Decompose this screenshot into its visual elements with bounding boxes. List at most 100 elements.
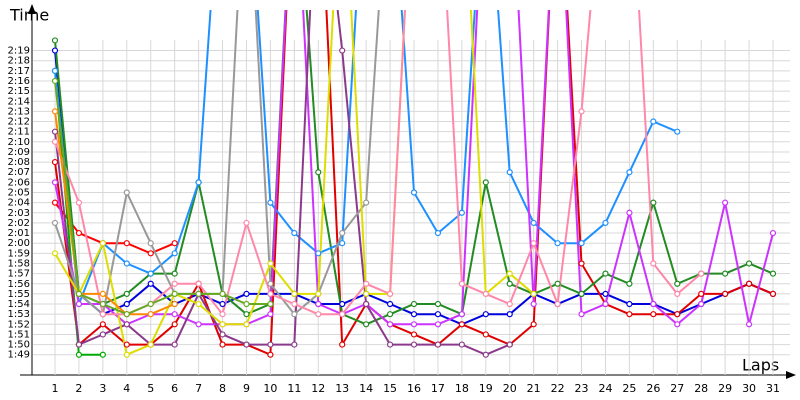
series-line [54,10,678,305]
y-tick-label: 1:57 [8,269,30,280]
x-axis-arrow [786,371,796,379]
y-tick-label: 1:55 [8,289,30,300]
lap-point [410,321,418,328]
y-tick-label: 2:07 [8,167,30,178]
lap-point [769,290,777,297]
lap-point [650,199,657,206]
lap-point [123,311,130,318]
lap-point [386,290,394,297]
lap-point [578,290,585,297]
lap-point [554,300,561,308]
lap-point [147,300,154,308]
lap-point [123,189,130,196]
series-line [54,80,271,316]
lap-point [530,290,537,297]
x-tick-label: 27 [670,382,684,395]
lap-point [99,311,106,318]
lap-point [363,290,370,297]
lap-point [458,341,465,348]
lap-point [410,189,418,196]
lap-point [363,321,370,328]
lap-point [51,77,59,85]
lap-point [386,311,394,318]
lap-point [147,341,154,348]
lap-point [51,128,59,135]
lap-point [51,219,59,227]
lap-point [339,311,346,318]
lap-point [267,260,274,267]
lap-point [123,300,130,308]
x-tick-label: 4 [123,382,130,395]
lap-point [722,290,729,297]
y-tick-label: 2:17 [8,66,30,77]
y-tick-label: 2:06 [8,177,30,188]
lap-point [147,240,154,247]
lap-point [315,250,322,257]
lap-point [482,311,489,318]
y-tick-label: 1:51 [8,329,30,340]
lap-point [458,280,465,287]
lap-point [626,300,633,308]
lap-point [339,300,346,308]
lap-point [291,300,298,308]
x-tick-label: 30 [742,382,756,395]
y-tick-label: 2:12 [8,117,30,128]
lap-point [171,311,178,318]
lap-point [195,280,202,287]
lap-point [530,300,537,308]
x-tick-label: 10 [263,382,277,395]
x-tick-label: 29 [718,382,732,395]
y-tick-label: 2:09 [8,147,30,158]
lap-point [626,280,633,287]
lap-point [434,300,442,308]
lap-point [171,290,178,297]
y-axis-arrow [28,4,36,14]
lap-point [147,250,154,257]
lap-point [99,351,106,358]
lap-point [315,169,322,176]
lap-point [674,311,681,318]
x-tick-label: 17 [431,382,445,395]
lap-point [75,229,83,237]
lap-point [267,351,274,358]
lap-point [339,341,346,348]
y-tick-label: 2:01 [8,228,30,239]
lap-point [386,300,394,308]
lap-point [267,280,274,287]
x-tick-label: 11 [287,382,301,395]
lap-point [171,240,178,247]
lap-point [745,260,753,267]
lap-point [75,300,83,308]
y-tick-label: 1:49 [8,350,30,361]
lap-point [650,311,657,318]
lap-point [123,290,130,297]
lap-point [171,270,178,277]
x-tick-label: 1 [52,382,59,395]
lap-point [506,300,513,308]
lap-point [626,311,633,318]
x-axis-label: Laps [742,356,779,375]
lap-point [243,290,250,297]
x-tick-label: 9 [243,382,250,395]
lap-point [363,199,370,206]
lap-point [51,199,59,206]
lap-point [51,47,59,54]
x-tick-label: 19 [479,382,493,395]
x-tick-label: 13 [335,382,349,395]
x-tick-label: 12 [311,382,325,395]
y-tick-label: 1:58 [8,258,30,269]
lap-point [339,229,346,237]
y-tick-label: 2:13 [8,106,30,117]
lap-point [745,280,753,287]
series-line [54,10,380,317]
lap-point [219,311,226,318]
y-tick-label: 1:53 [8,309,30,320]
lap-point [602,270,609,277]
x-tick-label: 18 [455,382,469,395]
x-tick-label: 26 [646,382,660,395]
y-tick-label: 2:02 [8,218,30,229]
lap-point [99,240,106,247]
lap-point [99,290,106,297]
lap-point [458,209,465,216]
